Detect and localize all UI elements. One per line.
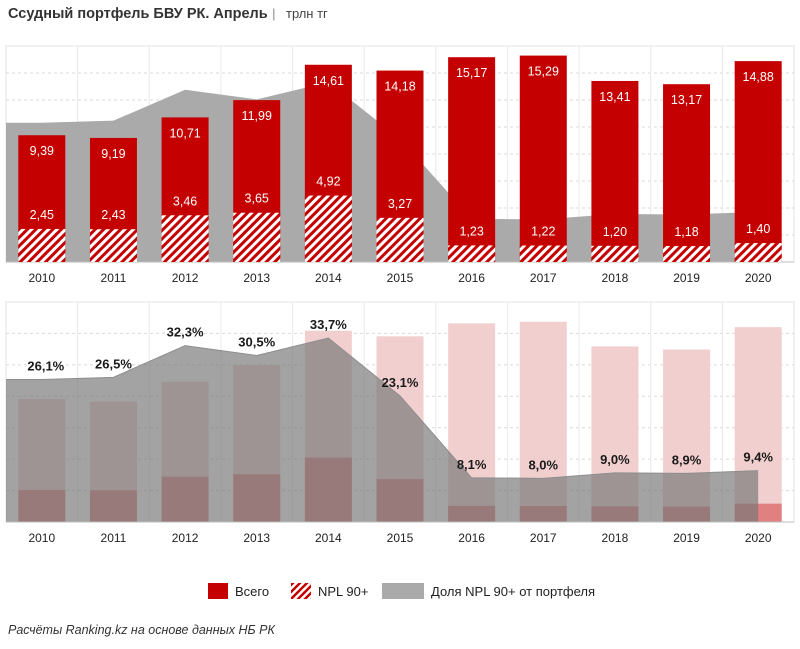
bar-total-label: 9,39 — [30, 144, 54, 158]
bar-total-label: 15,29 — [528, 65, 559, 79]
share-data-label: 30,5% — [238, 334, 275, 349]
legend-item-share: Доля NPL 90+ от портфеля — [382, 578, 595, 604]
bottom-x-tick-label: 2013 — [243, 531, 270, 545]
bottom-x-tick-label: 2016 — [458, 531, 485, 545]
bottom-x-tick-label: 2017 — [530, 531, 557, 545]
share-data-label: 9,4% — [743, 450, 773, 465]
legend-swatch-share — [382, 583, 424, 599]
share-data-label: 8,9% — [672, 452, 702, 467]
legend-label-share: Доля NPL 90+ от портфеля — [431, 583, 596, 599]
chart-title: Ссудный портфель БВУ РК. Апрель — [8, 6, 268, 22]
bar-npl-label: 1,18 — [674, 225, 698, 239]
share-data-label: 8,0% — [528, 457, 558, 472]
bar-npl — [734, 243, 782, 262]
bar-npl — [448, 245, 496, 262]
bar-npl — [519, 245, 567, 262]
bottom-x-tick-label: 2020 — [745, 531, 772, 545]
chart-title-row: Ссудный портфель БВУ РК. Апрель | трлн т… — [8, 5, 328, 27]
bar-npl-label: 2,43 — [101, 208, 125, 222]
bottom-x-tick-label: 2018 — [602, 531, 629, 545]
legend-swatch-total — [208, 583, 228, 599]
bar-npl — [18, 228, 66, 262]
bar-npl — [161, 215, 209, 262]
bar-npl-label: 1,20 — [603, 225, 627, 239]
bar-total-label: 13,17 — [671, 93, 702, 107]
legend-item-npl: NPL 90+ — [291, 578, 368, 604]
bar-total-label: 10,71 — [169, 126, 200, 140]
bottom-x-tick-label: 2015 — [387, 531, 414, 545]
top-x-tick-label: 2018 — [602, 271, 629, 285]
bar-total — [519, 55, 567, 263]
bar-npl-label: 3,27 — [388, 197, 412, 211]
legend-label-total: Всего — [235, 583, 270, 599]
bar-total-label: 9,19 — [101, 147, 125, 161]
top-x-tick-label: 2020 — [745, 271, 772, 285]
title-separator: | — [272, 6, 276, 21]
bar-npl-label: 2,45 — [30, 208, 54, 222]
top-x-tick-label: 2019 — [673, 271, 700, 285]
share-data-label: 26,1% — [27, 359, 64, 374]
bar-npl — [663, 246, 711, 262]
bar-total-label: 13,41 — [599, 90, 630, 104]
share-data-label: 33,7% — [310, 317, 347, 332]
top-x-tick-label: 2010 — [28, 271, 55, 285]
share-data-label: 26,5% — [95, 356, 132, 371]
share-line — [6, 337, 759, 479]
bar-npl — [89, 229, 137, 262]
bar-npl-label: 4,92 — [316, 175, 340, 189]
bar-total — [448, 57, 496, 262]
bar-npl — [233, 212, 281, 262]
bar-total-label: 14,61 — [313, 74, 344, 88]
bottom-x-tick-label: 2019 — [673, 531, 700, 545]
bar-total — [734, 61, 782, 263]
bar-npl-label: 3,65 — [245, 192, 269, 206]
top-panel: 9,39 2,45 9,19 2,43 10,71 3,46 11,99 3,65 14,61 4… — [5, 45, 795, 285]
bottom-panel: 26,1% 26,5% 32,3% 30,5% 33,7% 23,1% 8,1% 8,0% 9,… — [5, 301, 795, 545]
share-data-label: 8,1% — [457, 457, 487, 472]
chart-area: 9,39 2,45 9,19 2,43 10,71 3,46 11,99 3,65 14,61 4… — [5, 45, 795, 545]
top-x-tick-label: 2016 — [458, 271, 485, 285]
bar-npl-label: 1,22 — [531, 225, 555, 239]
top-x-tick-label: 2012 — [172, 271, 199, 285]
share-data-label: 23,1% — [382, 375, 419, 390]
source-note: Расчёты Ranking.kz на основе данных НБ Р… — [8, 623, 275, 637]
bottom-x-tick-label: 2011 — [101, 531, 127, 545]
bar-total — [663, 84, 711, 262]
legend: Всего NPL 90+ Доля NPL 90+ от портфеля — [0, 578, 800, 604]
top-x-tick-label: 2011 — [101, 271, 127, 285]
bar-total-label: 11,99 — [242, 109, 272, 123]
legend-label-npl: NPL 90+ — [318, 583, 369, 599]
bottom-x-tick-label: 2010 — [28, 531, 55, 545]
bar-npl — [304, 195, 352, 262]
legend-swatch-npl — [291, 583, 311, 599]
bottom-share-area — [6, 338, 759, 522]
bottom-x-tick-label: 2012 — [172, 531, 199, 545]
bar-npl-label: 3,46 — [173, 194, 197, 208]
top-x-tick-label: 2014 — [315, 271, 342, 285]
bar-total — [591, 80, 639, 262]
bar-npl — [591, 245, 639, 262]
share-data-label: 9,0% — [600, 452, 630, 467]
chart-unit: трлн тг — [285, 6, 328, 21]
bar-total-label: 15,17 — [456, 66, 487, 80]
bar-npl-label: 1,23 — [459, 224, 483, 238]
share-data-label: 32,3% — [167, 325, 204, 340]
top-x-tick-label: 2015 — [387, 271, 414, 285]
legend-item-total: Всего — [208, 578, 269, 604]
top-x-tick-label: 2013 — [243, 271, 270, 285]
top-x-tick-label: 2017 — [530, 271, 557, 285]
bar-npl-label: 1,40 — [746, 222, 770, 236]
bar-total-label: 14,18 — [384, 80, 415, 94]
bar-npl — [376, 217, 424, 262]
bottom-x-tick-label: 2014 — [315, 531, 342, 545]
bar-total-label: 14,88 — [743, 70, 774, 84]
